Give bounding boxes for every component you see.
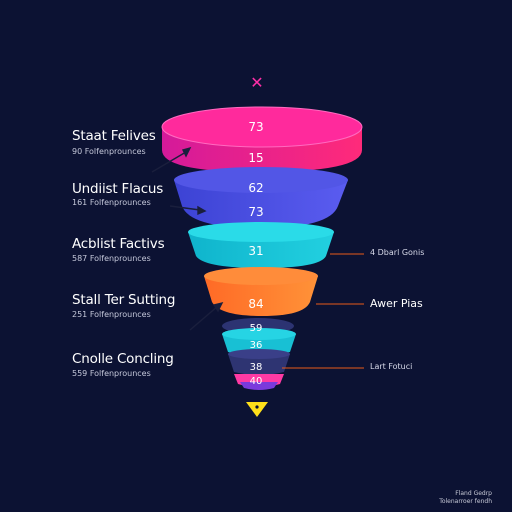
segment-value: 73	[248, 205, 263, 219]
close-icon[interactable]: ✕	[250, 73, 263, 92]
funnel-segment-5	[222, 318, 296, 390]
stage-title: Acblist Factivs	[72, 236, 165, 252]
funnel-segment-1	[161, 106, 363, 172]
footer-line: Tolenarroer fendh	[439, 498, 492, 505]
stage-subtitle: 251 Folfenprounces	[72, 310, 151, 319]
stage-title: Cnolle Concling	[72, 351, 174, 367]
segment-value: 40	[250, 376, 263, 387]
segment-value: 62	[248, 181, 263, 195]
segment-value: 36	[250, 340, 263, 351]
left-connectors	[151, 146, 224, 331]
segment-value: 84	[248, 297, 263, 311]
stage-title: Stall Ter Sutting	[72, 292, 176, 308]
stage-subtitle: 90 Folfenprounces	[72, 147, 146, 156]
right-connectors	[282, 253, 364, 369]
segment-value: 38	[250, 362, 263, 373]
stage-title: Undiist Flacus	[72, 181, 164, 197]
footer-line: Fland Gedrp	[455, 490, 492, 497]
stage-subtitle: 559 Folfenprounces	[72, 369, 151, 378]
segment-value: 59	[250, 323, 263, 334]
stage-subtitle: 587 Folfenprounces	[72, 254, 151, 263]
segment-value: 31	[248, 244, 263, 258]
funnel-segment-3	[188, 222, 334, 268]
footer-note: Fland Gedrp Tolenarroer fendh	[439, 490, 492, 506]
stage-subtitle: 161 Folfenprounces	[72, 198, 151, 207]
funnel-segment-4	[204, 267, 318, 316]
stage-title: Staat Felives	[72, 128, 156, 144]
funnel-segment-2	[174, 167, 348, 228]
funnel-tip	[246, 402, 268, 417]
side-label: Lart Fotuci	[370, 362, 413, 371]
segment-value: 73	[248, 120, 263, 134]
side-label: Awer Pias	[370, 297, 423, 310]
segment-value: 15	[248, 151, 263, 165]
side-label: 4 Dbarl Gonis	[370, 248, 425, 257]
